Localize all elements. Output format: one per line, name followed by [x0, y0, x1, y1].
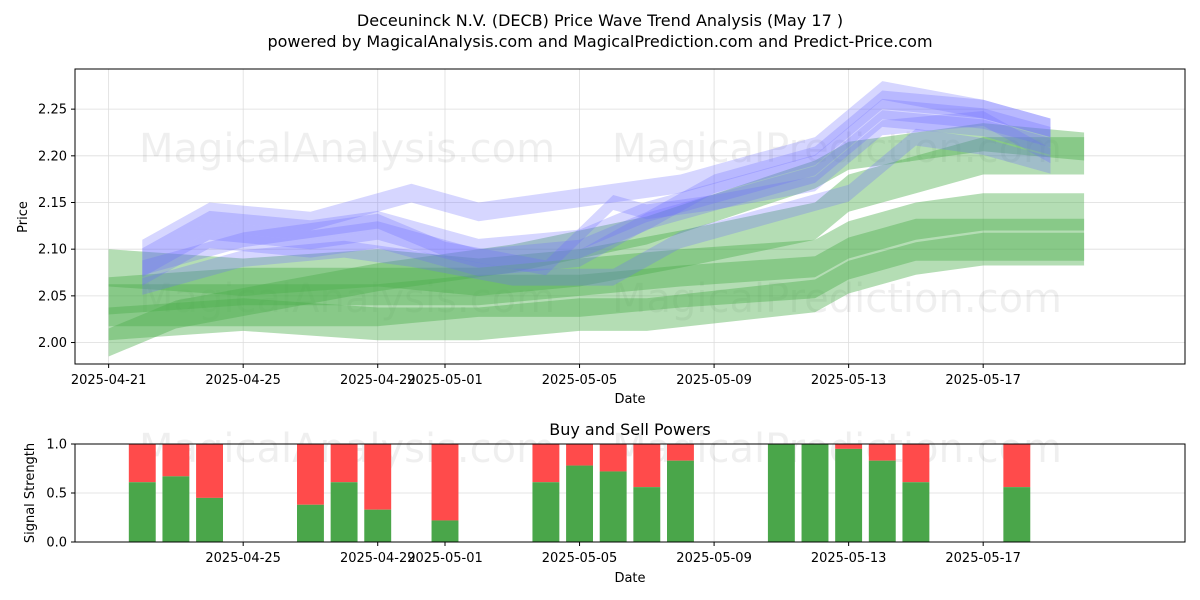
buy-power-bar [667, 460, 694, 542]
signal-x-tick-label: 2025-05-13 [811, 551, 887, 566]
buy-power-bar [599, 471, 627, 542]
blue-wave-band [142, 111, 1051, 276]
sell-power-bar [364, 444, 392, 510]
blue-wave-band [142, 128, 1051, 295]
buy-power-bar [566, 465, 593, 542]
signal-x-tick-label: 2025-05-05 [542, 551, 618, 566]
green-wave-band [108, 137, 1085, 296]
signal-x-tick-label: 2025-05-01 [407, 551, 483, 566]
sell-power-bar [667, 444, 694, 461]
price-x-tick-label: 2025-05-13 [811, 373, 887, 388]
signal-x-tick-label: 2025-04-25 [205, 551, 281, 566]
buy-power-bar [532, 482, 560, 542]
signal-x-tick-label: 2025-05-17 [945, 551, 1021, 566]
sell-power-bar [330, 444, 358, 483]
price-y-tick-label: 2.25 [38, 103, 67, 118]
sell-power-bar [599, 444, 627, 472]
sell-power-bar [902, 444, 930, 483]
price-watermarks: MagicalAnalysis.com MagicalPrediction.co… [139, 126, 1062, 322]
sell-power-bar [1003, 444, 1031, 488]
price-x-axis-label: Date [614, 392, 645, 407]
price-x-tick-label: 2025-05-01 [407, 373, 483, 388]
blue-wave-band [142, 110, 1051, 286]
buy-power-bar [902, 482, 930, 542]
sell-power-bar [868, 444, 896, 461]
blue-wave-band [142, 98, 1051, 269]
signal-x-tick-label: 2025-04-29 [340, 551, 416, 566]
buy-power-bar [364, 509, 392, 542]
price-x-ticks: 2025-04-21 2025-04-25 2025-04-292025-05-01… [71, 364, 1021, 388]
sell-power-bar [196, 444, 223, 498]
signal-x-tick-label: 2025-05-09 [676, 551, 752, 566]
buy-power-bar [835, 448, 863, 542]
price-grid [75, 69, 1185, 364]
price-x-tick-label: 2025-04-21 [71, 373, 147, 388]
price-wave-bands [108, 81, 1085, 357]
green-wave-band [108, 123, 1085, 357]
buy-power-bar [1003, 487, 1031, 542]
signal-x-axis-label: Date [614, 571, 645, 586]
buy-power-bar [196, 497, 223, 542]
watermark-analysis-top: MagicalAnalysis.com [139, 126, 555, 172]
sell-power-bar [566, 444, 593, 466]
buy-power-bar [128, 482, 156, 542]
signal-y-tick-label: 0.5 [46, 487, 67, 502]
watermark-prediction-mid: MagicalPrediction.com [612, 276, 1062, 322]
price-y-axis-label: Price [16, 201, 31, 233]
sell-power-bar [431, 444, 459, 521]
buy-power-bar [767, 444, 795, 542]
price-y-tick-label: 2.15 [38, 196, 67, 211]
sell-power-bar [128, 444, 156, 483]
price-x-tick-label: 2025-05-09 [676, 373, 752, 388]
green-wave-band [108, 232, 1085, 341]
sell-power-bar [532, 444, 560, 483]
buy-power-bar [162, 476, 190, 542]
signal-bars [128, 444, 1031, 542]
sell-power-bar [297, 444, 324, 505]
price-y-tick-label: 2.05 [38, 289, 67, 304]
watermark-prediction-top: MagicalPrediction.com [612, 126, 1062, 172]
green-wave-band [108, 218, 1085, 327]
price-y-tick-label: 2.20 [38, 149, 67, 164]
price-x-tick-label: 2025-05-05 [542, 373, 618, 388]
price-y-tick-label: 2.10 [38, 243, 67, 258]
buy-power-bar [330, 482, 358, 542]
signal-y-tick-label: 0.0 [46, 536, 67, 551]
buy-power-bar [431, 520, 459, 542]
buy-power-bar [633, 487, 661, 542]
chart-subtitle: powered by MagicalAnalysis.com and Magic… [267, 32, 932, 51]
buy-power-bar [801, 444, 829, 542]
price-y-ticks: 2.00 2.05 2.10 2.15 2.20 2.25 [38, 103, 75, 351]
green-wave-band [108, 193, 1085, 315]
price-x-tick-label: 2025-04-25 [205, 373, 281, 388]
chart-title: Deceuninck N.V. (DECB) Price Wave Trend … [357, 11, 843, 30]
signal-y-ticks: 0.0 0.5 1.0 [46, 438, 75, 551]
price-axes-frame [74, 68, 1186, 365]
buy-power-bar [868, 460, 896, 542]
signal-y-tick-label: 1.0 [46, 438, 67, 453]
price-x-tick-label: 2025-05-17 [945, 373, 1021, 388]
sell-power-bar [633, 444, 661, 488]
blue-wave-band [142, 81, 1051, 259]
sell-power-bar [835, 444, 863, 449]
watermark-analysis-mid: MagicalAnalysis.com [139, 276, 555, 322]
price-y-tick-label: 2.00 [38, 336, 67, 351]
blue-wave-band [142, 90, 1051, 278]
signal-chart-title: Buy and Sell Powers [549, 420, 711, 439]
sell-power-bar [162, 444, 190, 477]
price-x-tick-label: 2025-04-29 [340, 373, 416, 388]
buy-power-bar [297, 504, 324, 542]
signal-y-axis-label: Signal Strength [23, 443, 38, 543]
